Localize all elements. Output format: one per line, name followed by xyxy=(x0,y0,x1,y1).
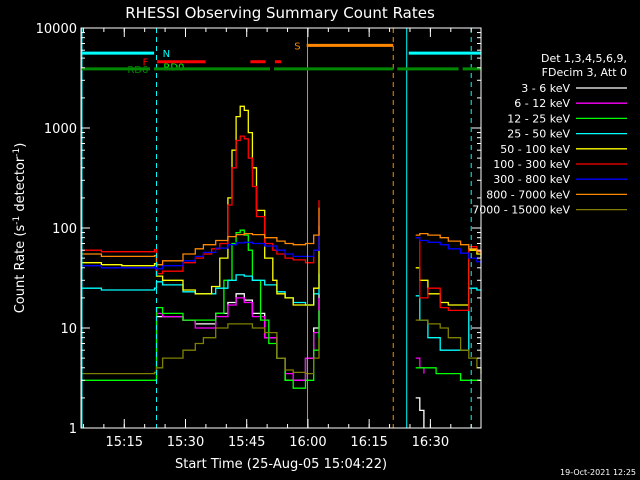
chart-title: RHESSI Observing Summary Count Rates xyxy=(125,4,435,22)
y-tick-label-2: 100 xyxy=(52,222,77,237)
legend-header-line-2: FDecim 3, Att 0 xyxy=(542,66,627,79)
legend-label-1: 6 - 12 keV xyxy=(514,97,570,110)
x-tick-label-2: 15:45 xyxy=(228,435,265,450)
flag-label-rd6: RD6 xyxy=(127,65,148,76)
y-tick-label-4: 10000 xyxy=(36,22,77,37)
data-layer: NSFRD0RD6 xyxy=(81,28,482,428)
legend: Det 1,3,4,5,6,9, FDecim 3, Att 0 3 - 6 k… xyxy=(472,52,627,217)
flag-label-n: N xyxy=(163,49,170,60)
y-axis-label-main: Count Rate (s xyxy=(13,225,28,314)
flag-label-s: S xyxy=(294,41,300,52)
axis-layer: 1 10 100 1000 10000 15:15 15:30 15:45 16:00 16:15… xyxy=(36,22,481,450)
y-axis-label-group: Count Rate (s-1 detector-1) xyxy=(12,143,28,314)
y-axis-label-rest: detector xyxy=(13,156,28,216)
legend-label-7: 800 - 7000 keV xyxy=(486,188,570,201)
y-tick-label-3: 1000 xyxy=(44,122,77,137)
y-axis-label-superscript-2: -1 xyxy=(12,148,22,157)
legend-label-5: 100 - 300 keV xyxy=(493,158,570,171)
x-tick-label-1: 15:30 xyxy=(167,435,204,450)
x-tick-label-0: 15:15 xyxy=(106,435,143,450)
series-line-6 xyxy=(81,216,482,270)
x-tick-label-4: 16:15 xyxy=(350,435,387,450)
legend-label-0: 3 - 6 keV xyxy=(521,82,570,95)
timestamp: 19-Oct-2021 12:25 xyxy=(560,468,636,477)
y-axis-label-end: ) xyxy=(13,143,28,148)
y-axis-label-superscript-1: -1 xyxy=(12,216,22,225)
legend-header-line-1: Det 1,3,4,5,6,9, xyxy=(541,52,627,65)
x-tick-label-5: 16:30 xyxy=(412,435,449,450)
legend-label-8: 7000 - 15000 keV xyxy=(472,204,570,217)
series-line-7 xyxy=(81,207,482,266)
legend-label-3: 25 - 50 keV xyxy=(507,128,570,141)
x-axis-label: Start Time (25-Aug-05 15:04:22) xyxy=(175,457,387,472)
legend-label-4: 50 - 100 keV xyxy=(500,143,570,156)
flag-label-f: F xyxy=(143,58,149,69)
legend-label-6: 300 - 800 keV xyxy=(493,173,570,186)
x-tick-label-3: 16:00 xyxy=(289,435,326,450)
y-tick-label-0: 1 xyxy=(69,422,77,437)
y-axis-label: Count Rate (s-1 detector-1) xyxy=(12,143,28,314)
legend-label-2: 12 - 25 keV xyxy=(507,112,570,125)
y-tick-label-1: 10 xyxy=(60,322,77,337)
